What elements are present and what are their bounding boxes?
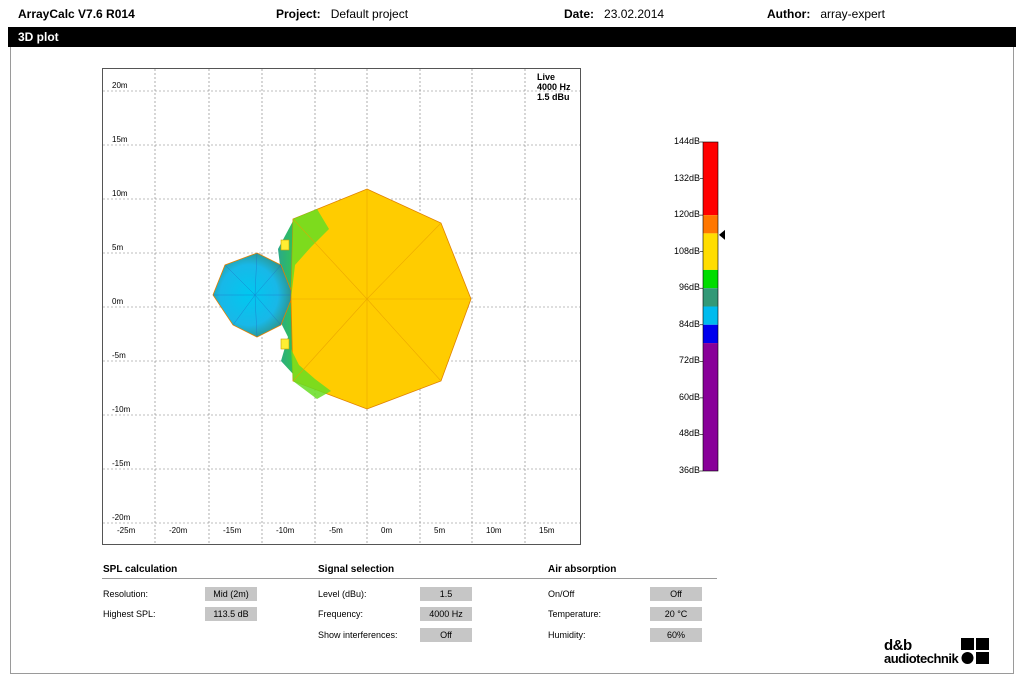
project-label: Project:: [276, 7, 321, 21]
logo-text-brand: d&b: [884, 637, 912, 654]
color-scale-band: [703, 142, 718, 216]
resolution-label: Resolution:: [103, 589, 149, 599]
color-scale-label: 72dB: [678, 355, 700, 366]
color-scale-label: 108dB: [673, 245, 700, 256]
logo-squares-icon: [961, 638, 989, 664]
x-axis-label: 5m: [434, 526, 445, 535]
x-axis-label: 10m: [486, 526, 502, 535]
resolution-value: Mid (2m): [205, 587, 257, 601]
frequency-label: Frequency:: [318, 609, 364, 619]
color-scale-label: 36dB: [678, 465, 700, 475]
author-label: Author:: [767, 7, 811, 21]
highest-spl-value: 113.5 dB: [205, 607, 257, 621]
spl-color-scale: 144dB 132dB 120dB 108dB 96dB 84dB 72dB 60dB 48dB…: [660, 136, 730, 480]
y-axis-label: 15m: [112, 135, 128, 144]
coverage-edge-lower: [291, 349, 331, 399]
x-axis-label: -10m: [276, 526, 295, 535]
db-audiotechnik-logo: d&b audiotechnik: [884, 638, 994, 668]
color-scale-band: [703, 288, 718, 307]
highest-spl-label: Highest SPL:: [103, 609, 156, 619]
app-title: ArrayCalc V7.6 R014: [18, 7, 135, 21]
air-onoff-value: Off: [650, 587, 702, 601]
project-value: Default project: [330, 7, 409, 21]
x-axis-label: 0m: [381, 526, 392, 535]
report-frame: [10, 47, 1014, 674]
y-axis-label: -5m: [112, 351, 126, 360]
y-axis-label: 20m: [112, 81, 128, 90]
color-scale-band: [703, 306, 718, 325]
speaker-array-bottom-icon: [280, 338, 290, 350]
report-header: ArrayCalc V7.6 R014 Project: Default proj…: [0, 0, 1024, 27]
air-absorption-title: Air absorption: [548, 564, 617, 575]
spl-mapping-plot: 20m 15m 10m 5m 0m -5m -10m -15m -20m -25m -20m -15m…: [102, 68, 581, 545]
project-field: Project: Default project: [276, 7, 408, 21]
color-scale-bar: [700, 141, 725, 472]
color-scale-band: [703, 343, 718, 471]
y-axis-label: 5m: [112, 243, 123, 252]
color-scale-band: [703, 324, 718, 344]
color-scale-label: 120dB: [673, 209, 700, 220]
humidity-value: 60%: [650, 628, 702, 642]
grid-lines: [103, 69, 580, 544]
section-title-bar: 3D plot: [8, 27, 1016, 47]
coverage-edge-upper: [291, 209, 329, 299]
axis-labels: 20m 15m 10m 5m 0m -5m -10m -15m -20m -25m -20m -15m…: [112, 81, 555, 535]
author-value: array-expert: [820, 7, 886, 21]
spl-calculation-title: SPL calculation: [103, 564, 178, 575]
date-field: Date: 23.02.2014: [564, 7, 664, 21]
x-axis-label: -20m: [169, 526, 188, 535]
temperature-value: 20 °C: [650, 607, 702, 621]
y-axis-label: 10m: [112, 189, 128, 198]
plot-mode-label: Live: [537, 72, 556, 82]
plot-level-label: 1.5 dBu: [537, 92, 570, 102]
humidity-label: Humidity:: [548, 630, 586, 640]
y-axis-label: 0m: [112, 297, 123, 306]
x-axis-label: -25m: [117, 526, 136, 535]
color-scale-label: 144dB: [673, 136, 700, 146]
interferences-label: Show interferences:: [318, 630, 398, 640]
y-axis-label: -20m: [112, 513, 131, 522]
temperature-label: Temperature:: [548, 609, 602, 619]
signal-selection-title: Signal selection: [318, 564, 395, 575]
color-scale-border: [702, 141, 719, 472]
x-axis-label: -5m: [329, 526, 343, 535]
air-onoff-label: On/Off: [548, 589, 575, 599]
level-value: 1.5: [420, 587, 472, 601]
logo-text-name: audiotechnik: [884, 651, 959, 666]
color-scale-label: 96dB: [678, 282, 700, 293]
main-zone-spokes: [291, 189, 471, 409]
level-label: Level (dBu):: [318, 589, 367, 599]
interferences-value: Off: [420, 628, 472, 642]
author-field: Author: array-expert: [767, 7, 885, 21]
color-scale-label: 84dB: [678, 318, 700, 329]
x-axis-label: 15m: [539, 526, 555, 535]
panel-divider: [102, 578, 717, 579]
y-axis-label: -15m: [112, 459, 131, 468]
color-scale-label: 132dB: [673, 172, 700, 183]
plot-frequency-label: 4000 Hz: [537, 82, 571, 92]
color-scale-band: [703, 215, 718, 234]
color-scale-band: [703, 269, 718, 289]
plot-canvas: 20m 15m 10m 5m 0m -5m -10m -15m -20m -25m -20m -15m…: [103, 69, 580, 544]
y-axis-label: -10m: [112, 405, 131, 414]
date-label: Date:: [564, 7, 595, 21]
color-scale-band: [703, 233, 718, 270]
secondary-zone-spokes: [213, 252, 293, 338]
date-value: 23.02.2014: [604, 7, 665, 21]
color-scale-label: 60dB: [678, 391, 700, 402]
frequency-value: 4000 Hz: [420, 607, 472, 621]
x-axis-label: -15m: [223, 526, 242, 535]
color-scale-label: 48dB: [678, 428, 700, 439]
triangle-left-icon: [719, 229, 725, 240]
speaker-array-top-icon: [280, 239, 290, 251]
